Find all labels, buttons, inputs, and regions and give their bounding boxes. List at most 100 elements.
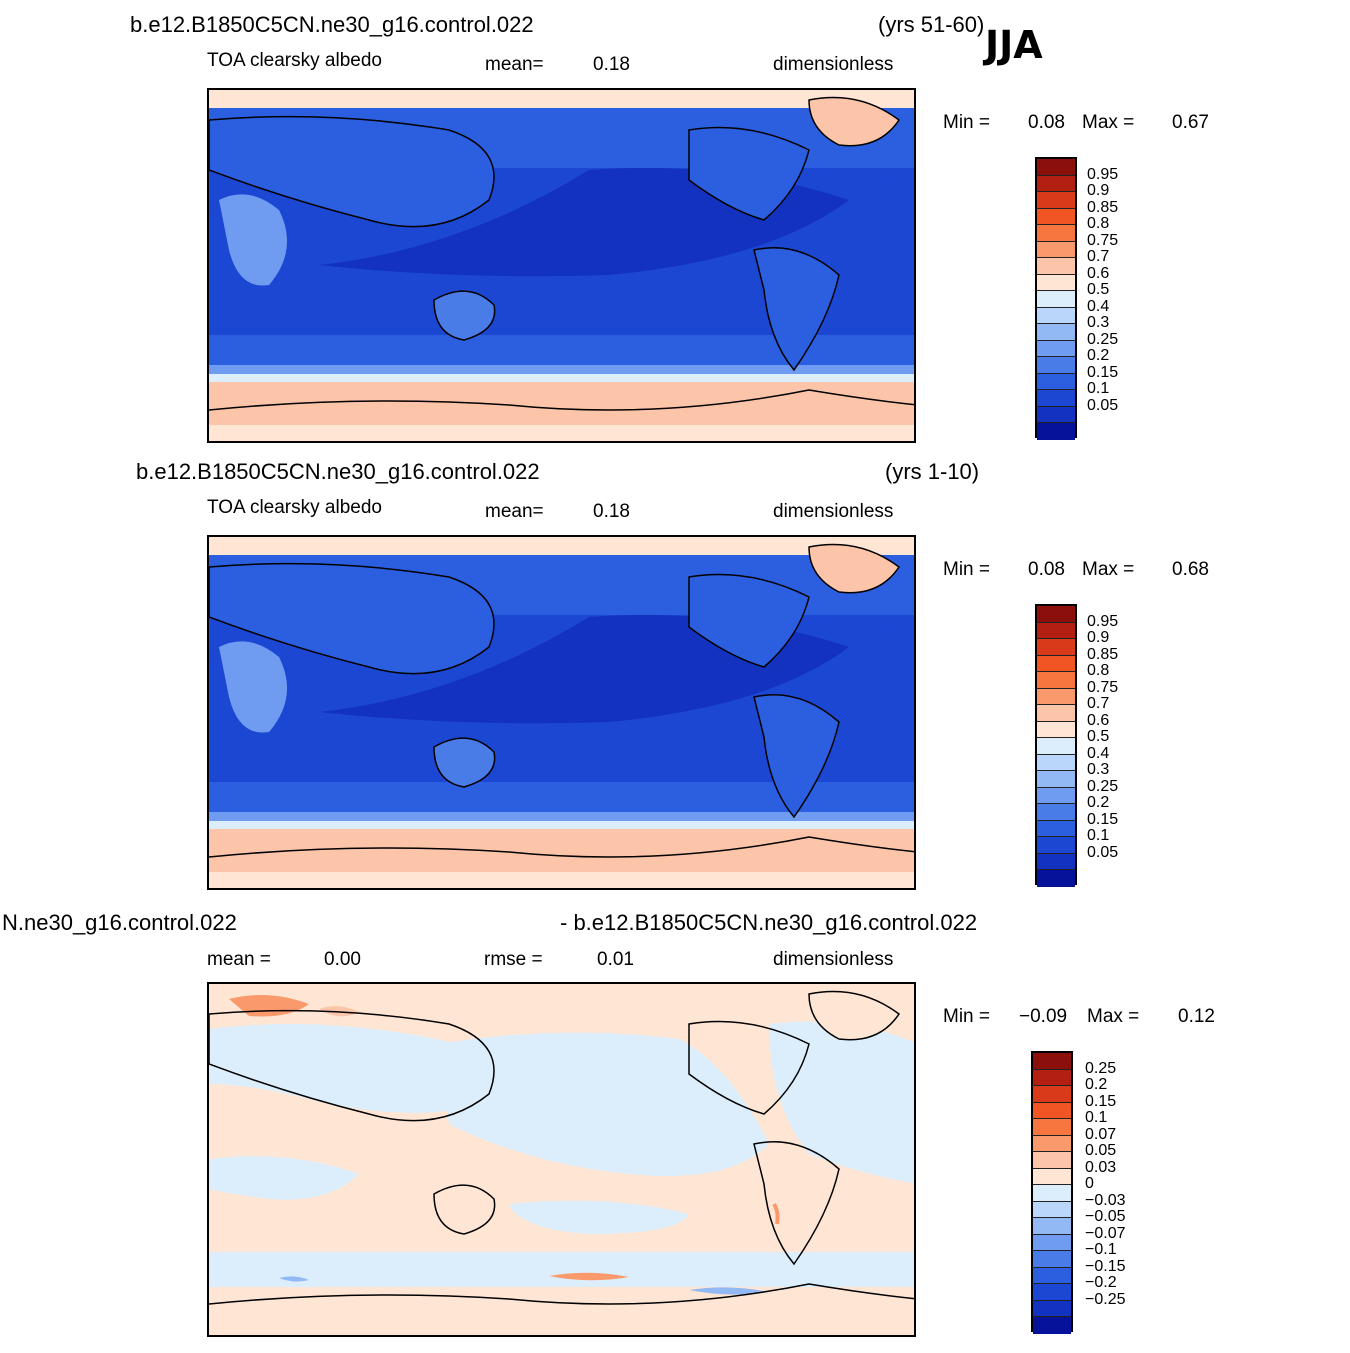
colorbar-segment — [1037, 837, 1075, 854]
colorbar-segment — [1033, 1119, 1071, 1136]
panel1-max-label: Max = — [1082, 112, 1135, 133]
colorbar-segment — [1037, 672, 1075, 689]
colorbar-tick-label: 0.7 — [1087, 248, 1110, 266]
panel2-variable: TOA clearsky albedo — [207, 497, 382, 518]
colorbar-tick-label: −0.05 — [1085, 1208, 1126, 1226]
colorbar-segment — [1033, 1152, 1071, 1169]
colorbar-segment — [1037, 738, 1075, 755]
colorbar-tick-label: 0.4 — [1087, 297, 1110, 315]
colorbar-segment — [1037, 688, 1075, 706]
colorbar-tick-label: 0.9 — [1087, 182, 1110, 200]
colorbar-segment — [1037, 423, 1075, 440]
colorbar-segment — [1033, 1317, 1071, 1334]
colorbar-segment — [1037, 721, 1075, 739]
colorbar-tick-label: 0.7 — [1087, 695, 1110, 713]
panel1-units: dimensionless — [773, 54, 894, 75]
panel1-case-title: b.e12.B1850C5CN.ne30_g16.control.022 — [130, 12, 534, 37]
colorbar-tick-label: −0.07 — [1085, 1224, 1126, 1242]
colorbar-segment — [1037, 754, 1075, 772]
panel1-map — [207, 88, 916, 443]
colorbar-segment — [1037, 787, 1075, 805]
panel3-case-left: N.ne30_g16.control.022 — [2, 910, 237, 935]
colorbar-tick-label: 0.95 — [1087, 612, 1119, 630]
panel1-min-label: Min = — [943, 112, 990, 133]
colorbar-segment — [1037, 225, 1075, 242]
colorbar-tick-label: −0.15 — [1085, 1257, 1126, 1275]
panel3-map-svg — [209, 984, 914, 1335]
panel3-units: dimensionless — [773, 949, 894, 970]
colorbar-segment — [1037, 622, 1075, 640]
colorbar-segment — [1037, 870, 1075, 887]
colorbar-tick-label: 0.3 — [1087, 761, 1110, 779]
colorbar-tick-label: 0.05 — [1085, 1142, 1117, 1160]
panel2-mean-value: 0.18 — [593, 501, 630, 522]
colorbar-tick-label: 0.1 — [1085, 1109, 1108, 1127]
colorbar-segment — [1033, 1218, 1071, 1235]
colorbar-segment — [1033, 1053, 1071, 1070]
colorbar-tick-label: 0.25 — [1085, 1059, 1117, 1077]
colorbar-segment — [1037, 274, 1075, 292]
panel2-map-svg — [209, 537, 914, 888]
panel1-variable: TOA clearsky albedo — [207, 50, 382, 71]
colorbar-segment — [1037, 324, 1075, 341]
colorbar-tick-label: 0.07 — [1085, 1125, 1117, 1143]
panel2-mean-label: mean= — [485, 501, 544, 522]
colorbar-tick-label: 0.15 — [1087, 363, 1119, 381]
colorbar-segment — [1033, 1234, 1071, 1252]
colorbar-tick-label: 0.4 — [1087, 744, 1110, 762]
colorbar-tick-label: 0.6 — [1087, 711, 1110, 729]
panel3-mean-value: 0.00 — [324, 949, 361, 970]
panel2-case-title: b.e12.B1850C5CN.ne30_g16.control.022 — [136, 459, 540, 484]
colorbar-segment — [1037, 406, 1075, 424]
colorbar-tick-label: 0.15 — [1087, 810, 1119, 828]
colorbar-segment — [1033, 1284, 1071, 1301]
colorbar-tick-label: 0.75 — [1087, 678, 1119, 696]
panel3-max-value: 0.12 — [1178, 1006, 1215, 1027]
colorbar-tick-label: −0.25 — [1085, 1290, 1126, 1308]
colorbar-segment — [1037, 208, 1075, 226]
panel3-min-value: −0.09 — [1019, 1006, 1068, 1027]
colorbar-segment — [1033, 1185, 1071, 1202]
colorbar-segment — [1037, 192, 1075, 209]
colorbar-segment — [1033, 1102, 1071, 1120]
colorbar-segment — [1033, 1135, 1071, 1153]
colorbar-tick-label: 0.05 — [1087, 843, 1119, 861]
colorbar-segment — [1037, 606, 1075, 623]
panel2-colorbar — [1035, 604, 1077, 887]
colorbar-tick-label: 0.8 — [1087, 215, 1110, 233]
colorbar-tick-label: 0.95 — [1087, 165, 1119, 183]
colorbar-segment — [1033, 1069, 1071, 1087]
colorbar-tick-label: 0.6 — [1087, 264, 1110, 282]
colorbar-tick-label: 0 — [1085, 1175, 1094, 1193]
colorbar-segment — [1037, 241, 1075, 259]
colorbar-tick-label: 0.85 — [1087, 645, 1119, 663]
panel2-max-label: Max = — [1082, 559, 1135, 580]
panel3-rmse-value: 0.01 — [597, 949, 634, 970]
colorbar-segment — [1033, 1251, 1071, 1268]
colorbar-tick-label: 0.85 — [1087, 198, 1119, 216]
panel2-years: (yrs 1-10) — [885, 459, 980, 484]
colorbar-tick-label: 0.1 — [1087, 380, 1110, 398]
panel3-max-label: Max = — [1087, 1006, 1140, 1027]
panel2-min-label: Min = — [943, 559, 990, 580]
panel3-rmse-label: rmse = — [484, 949, 543, 970]
colorbar-tick-label: 0.3 — [1087, 314, 1110, 332]
panel1-mean-label: mean= — [485, 54, 544, 75]
panel1-colorbar — [1035, 157, 1077, 440]
panel3-map — [207, 982, 916, 1337]
colorbar-segment — [1033, 1267, 1071, 1285]
panel1-mean-value: 0.18 — [593, 54, 630, 75]
panel1-map-svg — [209, 90, 914, 441]
colorbar-segment — [1033, 1086, 1071, 1103]
colorbar-segment — [1037, 340, 1075, 358]
colorbar-segment — [1037, 705, 1075, 722]
colorbar-tick-label: 0.25 — [1087, 777, 1119, 795]
colorbar-tick-label: 0.5 — [1087, 281, 1110, 299]
colorbar-tick-label: 0.8 — [1087, 662, 1110, 680]
colorbar-segment — [1037, 175, 1075, 193]
colorbar-tick-label: 0.9 — [1087, 629, 1110, 647]
colorbar-tick-label: 0.75 — [1087, 231, 1119, 249]
colorbar-segment — [1033, 1168, 1071, 1186]
colorbar-segment — [1037, 655, 1075, 673]
colorbar-tick-label: 0.2 — [1087, 794, 1110, 812]
